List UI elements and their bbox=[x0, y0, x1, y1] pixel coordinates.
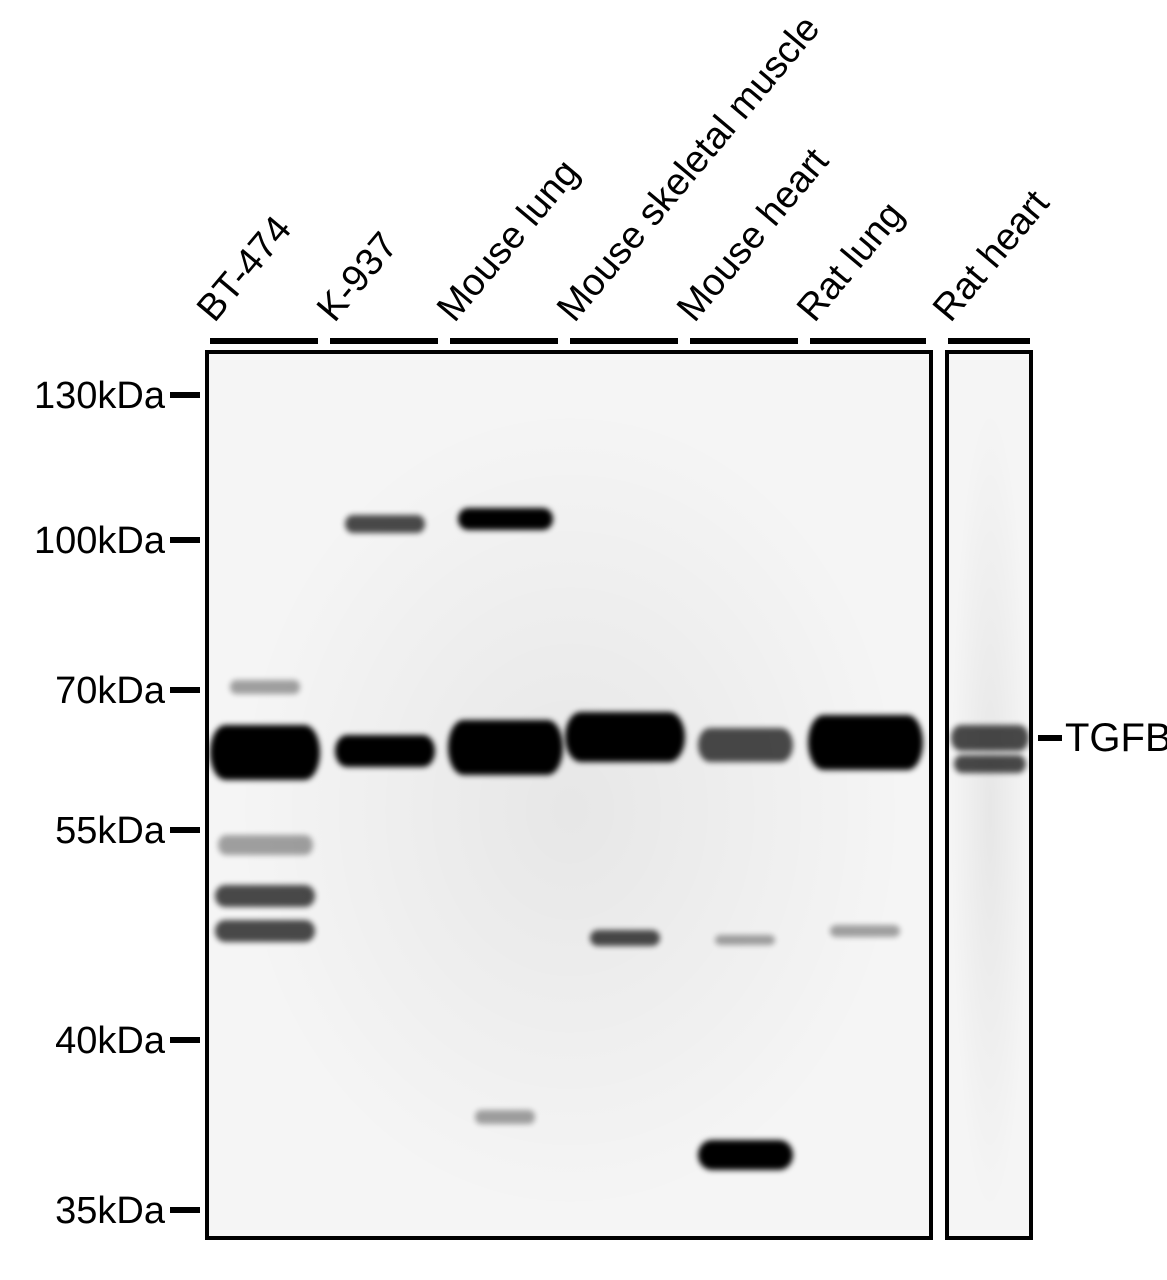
mw-label: 70kDa bbox=[55, 670, 165, 713]
target-tick bbox=[1038, 735, 1062, 741]
mw-label: 40kDa bbox=[55, 1020, 165, 1063]
lane-underline bbox=[210, 338, 318, 344]
blot-shade bbox=[950, 400, 1030, 1220]
band bbox=[698, 1140, 793, 1170]
band bbox=[830, 925, 900, 937]
lane-label: BT-474 bbox=[189, 208, 301, 330]
western-blot-figure: BT-474 K-937 Mouse lung Mouse skeletal m… bbox=[0, 0, 1167, 1280]
band bbox=[715, 935, 775, 945]
lane-underline bbox=[330, 338, 438, 344]
band bbox=[475, 1110, 535, 1124]
band bbox=[808, 715, 923, 770]
band bbox=[698, 728, 793, 762]
lane-label: Rat heart bbox=[925, 183, 1058, 330]
mw-label: 35kDa bbox=[55, 1190, 165, 1233]
mw-tick bbox=[170, 537, 200, 543]
mw-label: 55kDa bbox=[55, 810, 165, 853]
band bbox=[230, 680, 300, 694]
blot-shade bbox=[230, 400, 910, 1220]
band bbox=[215, 885, 315, 907]
band bbox=[218, 835, 313, 855]
lane-underline bbox=[948, 338, 1030, 344]
mw-tick bbox=[170, 1207, 200, 1213]
mw-tick bbox=[170, 1037, 200, 1043]
lane-label: K-937 bbox=[309, 225, 407, 330]
mw-tick bbox=[170, 392, 200, 398]
band bbox=[565, 712, 685, 762]
band bbox=[335, 735, 435, 767]
band bbox=[590, 930, 660, 946]
lane-underline bbox=[690, 338, 798, 344]
band bbox=[345, 515, 425, 533]
mw-label: 130kDa bbox=[34, 375, 165, 418]
lane-underline bbox=[810, 338, 926, 344]
band bbox=[458, 508, 553, 530]
mw-label: 100kDa bbox=[34, 520, 165, 563]
mw-tick bbox=[170, 827, 200, 833]
band bbox=[951, 725, 1029, 751]
band bbox=[210, 725, 320, 780]
band bbox=[215, 920, 315, 942]
lane-underline bbox=[450, 338, 558, 344]
lane-underline bbox=[570, 338, 678, 344]
band bbox=[448, 720, 563, 775]
mw-tick bbox=[170, 687, 200, 693]
lane-label: Rat lung bbox=[789, 194, 913, 330]
band bbox=[954, 755, 1026, 773]
target-label: TGFB3 bbox=[1065, 716, 1167, 761]
